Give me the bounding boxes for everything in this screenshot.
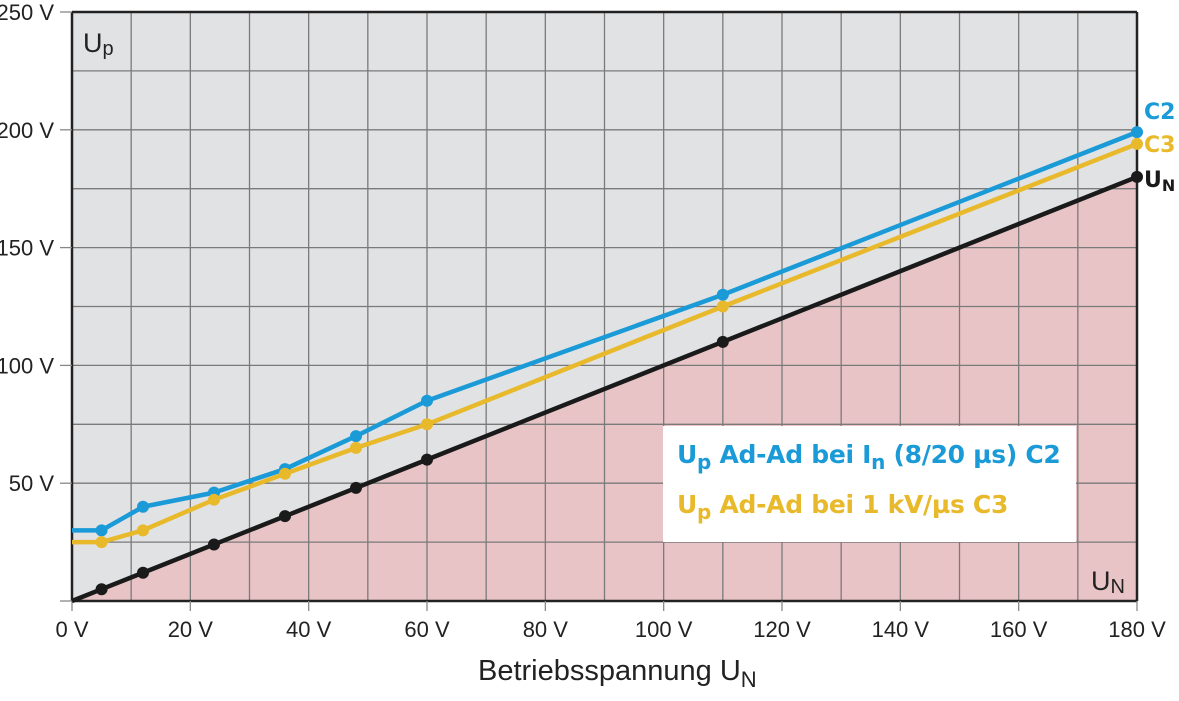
data-point-marker	[95, 524, 108, 537]
data-point-marker	[716, 288, 729, 301]
axes	[70, 10, 1139, 603]
data-point-marker	[716, 300, 729, 313]
x-tick-label: 140 V	[872, 617, 930, 642]
x-axis-title: Betriebsspannung UN	[478, 655, 757, 693]
data-point-marker	[137, 524, 149, 537]
data-point-marker	[350, 441, 362, 454]
x-axis-corner-label: UN	[1091, 566, 1125, 599]
axis-ticks: 0 V 20 V 40 V 60 V 80 V 100 V 120 V 140 V 160 V 1…	[0, 0, 1166, 642]
data-point-marker	[208, 493, 220, 506]
series-end-label-c2: C2	[1144, 100, 1176, 125]
series-un	[71, 170, 1143, 604]
legend-c2-text: Ad-Ad bei I	[711, 440, 872, 469]
data-point-marker	[350, 430, 362, 443]
series-end-label-un: UN	[1144, 168, 1175, 195]
grid-lines	[72, 12, 1137, 601]
data-point-marker	[95, 583, 108, 596]
legend-item-c3: Up Ad-Ad bei 1 kV/µs C3	[677, 490, 1008, 524]
x-tick-label: 160 V	[990, 617, 1048, 642]
legend-c3-text: Ad-Ad bei 1 kV/µs C3	[711, 490, 1009, 519]
data-point-marker	[279, 510, 291, 523]
legend-item-c2: Up Ad-Ad bei In (8/20 µs) C2	[677, 440, 1061, 474]
corner-un-text: U	[1091, 566, 1111, 596]
y-tick-label: 250 V	[0, 0, 54, 25]
legend-c3-p: p	[697, 500, 712, 524]
x-tick-label: 80 V	[523, 617, 569, 642]
x-tick-label: 40 V	[286, 617, 332, 642]
data-point-marker	[137, 500, 149, 513]
x-tick-label: 0 V	[55, 617, 88, 642]
data-point-marker	[279, 467, 291, 480]
data-point-marker	[421, 394, 433, 407]
end-un-text: U	[1144, 168, 1162, 193]
legend: Up Ad-Ad bei In (8/20 µs) C2 Up Ad-Ad be…	[663, 426, 1076, 542]
x-tick-label: 20 V	[168, 617, 214, 642]
x-axis-title-text: Betriebsspannung U	[478, 655, 741, 687]
data-point-marker	[350, 481, 362, 494]
data-point-marker	[1131, 126, 1143, 139]
data-point-marker	[1131, 137, 1143, 150]
x-tick-label: 180 V	[1108, 617, 1166, 642]
legend-c2-n: n	[871, 450, 886, 474]
series-end-label-c3: C3	[1144, 133, 1176, 158]
data-point-marker	[716, 335, 729, 348]
data-point-marker	[208, 538, 220, 551]
data-series	[71, 126, 1143, 604]
data-point-marker	[421, 418, 433, 431]
x-tick-label: 100 V	[635, 617, 693, 642]
legend-c2-text2: (8/20 µs) C2	[885, 440, 1061, 469]
legend-c3-u: U	[677, 490, 698, 519]
legend-c2-u: U	[677, 440, 698, 469]
y-axis-corner-label: Up	[83, 28, 114, 61]
x-tick-label: 120 V	[753, 617, 811, 642]
x-tick-label: 60 V	[404, 617, 450, 642]
data-point-marker	[1131, 170, 1143, 183]
y-tick-label: 50 V	[9, 471, 55, 496]
y-tick-label: 150 V	[0, 236, 54, 261]
data-point-marker	[137, 566, 149, 579]
corner-up-sub: p	[102, 38, 114, 60]
y-tick-label: 200 V	[0, 118, 54, 143]
legend-c2-p: p	[697, 450, 712, 474]
end-un-sub: N	[1161, 176, 1176, 195]
corner-up-text: U	[83, 28, 103, 58]
data-point-marker	[421, 453, 433, 466]
corner-un-sub: N	[1110, 576, 1125, 598]
y-tick-label: 100 V	[0, 353, 54, 378]
series-c3	[72, 137, 1143, 549]
data-point-marker	[95, 536, 108, 549]
x-axis-title-sub: N	[740, 667, 757, 692]
